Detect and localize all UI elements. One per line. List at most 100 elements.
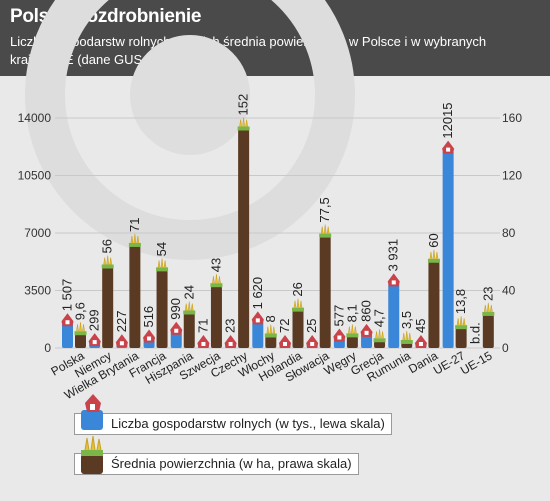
farmhouse-icon xyxy=(251,311,264,325)
data-label-area: 3,5 xyxy=(399,311,414,329)
field-icon xyxy=(402,330,412,341)
data-label-area: 152 xyxy=(236,94,251,116)
bar-area xyxy=(428,261,440,348)
farmhouse-icon xyxy=(170,321,183,335)
data-label-area: 71 xyxy=(127,217,142,231)
data-label-area: 60 xyxy=(426,233,441,247)
field-icon xyxy=(157,258,167,268)
data-label-area: 4,7 xyxy=(372,309,387,327)
field-icon xyxy=(375,329,384,339)
data-label-farms: 1 507 xyxy=(60,279,75,312)
field-icon xyxy=(266,324,276,334)
data-label-farms: 577 xyxy=(331,305,346,327)
legend-item-farms: Liczba gospodarstw rolnych (w tys., lewa… xyxy=(74,394,392,435)
left-axis-tick: 0 xyxy=(44,341,51,355)
bar-farms xyxy=(252,321,264,348)
data-label-farms: 990 xyxy=(168,298,183,320)
legend-label-farms: Liczba gospodarstw rolnych (w tys., lewa… xyxy=(111,416,385,431)
bar-area xyxy=(75,334,86,348)
field-icon xyxy=(184,301,194,311)
data-label-area: 54 xyxy=(154,242,169,256)
data-label-farms: 860 xyxy=(359,300,374,322)
field-grass xyxy=(101,264,114,269)
field-icon xyxy=(103,255,112,265)
left-axis-tick: 14000 xyxy=(18,111,52,125)
data-label-area: 24 xyxy=(181,285,196,299)
data-label-farms: 299 xyxy=(87,309,102,331)
field-grass xyxy=(210,283,223,288)
bar-area xyxy=(156,270,168,348)
gridlines xyxy=(55,117,500,349)
field-grass xyxy=(128,242,141,247)
farmhouse-window xyxy=(92,340,97,345)
data-label-farms: 23 xyxy=(223,319,238,333)
bar-area xyxy=(292,310,304,348)
background-watermark xyxy=(25,0,355,260)
farmhouse-icon xyxy=(333,328,346,342)
bar-area xyxy=(319,236,331,348)
farmhouse-window xyxy=(337,335,342,340)
farmhouse-window xyxy=(201,342,206,346)
data-label-farms: 1 620 xyxy=(250,277,265,310)
farmhouse-icon xyxy=(88,333,101,347)
right-axis-tick: 80 xyxy=(502,226,516,240)
farmhouse-window xyxy=(446,147,451,152)
farmhouse-window xyxy=(65,320,70,325)
data-label-area: 8,1 xyxy=(344,304,359,322)
field-grass xyxy=(455,325,468,330)
field-grass xyxy=(346,333,359,338)
field-grass xyxy=(400,339,413,344)
farmhouse-icon xyxy=(224,335,237,348)
bar-area xyxy=(238,129,250,348)
right-axis-tick: 0 xyxy=(502,341,509,355)
data-label-farms: 25 xyxy=(304,319,319,333)
data-label-farms: 3 931 xyxy=(386,239,401,272)
data-label-farms: 516 xyxy=(141,306,156,328)
field-icon xyxy=(320,224,330,234)
farmhouse-window xyxy=(147,336,152,341)
data-label-area: 23 xyxy=(480,286,495,300)
right-axis-tick: 40 xyxy=(502,284,516,298)
bar-farms xyxy=(62,323,73,348)
farmhouse-window xyxy=(255,318,260,323)
field-grass xyxy=(237,126,250,131)
field-grass xyxy=(373,338,386,343)
farmhouse-icon xyxy=(414,335,427,348)
field-grass xyxy=(482,311,495,316)
farmhouse-icon xyxy=(143,329,156,343)
bar-area xyxy=(401,342,413,348)
right-axis: 0 40 80 120 160 xyxy=(502,111,522,355)
legend-label-area: Średnia powierzchnia (w ha, prawa skala) xyxy=(111,456,352,471)
bar-area xyxy=(455,328,467,348)
header-bar: Polskie rozdrobnienie Liczba gospodarstw… xyxy=(0,0,550,76)
farmhouse-icon xyxy=(81,394,103,430)
data-label-area: 9,6 xyxy=(73,302,88,320)
bars xyxy=(61,117,495,348)
data-label-farms: 45 xyxy=(413,319,428,333)
category-label: UE-15 xyxy=(458,348,495,377)
field-icon xyxy=(76,322,85,332)
bar-farms xyxy=(170,331,182,348)
farmhouse-window xyxy=(391,280,396,285)
bar-area xyxy=(102,267,114,348)
data-label-farms: 227 xyxy=(114,311,129,333)
farmhouse-window xyxy=(310,342,315,346)
farmhouse-icon xyxy=(360,323,373,337)
field-icon xyxy=(348,324,357,334)
farmhouse-window xyxy=(119,341,124,346)
field-grass xyxy=(74,331,87,336)
bar-area xyxy=(346,336,358,348)
bar-area xyxy=(374,341,386,348)
farmhouse-window xyxy=(283,342,287,346)
left-axis-tick: 10500 xyxy=(18,169,52,183)
left-axis-tick: 3500 xyxy=(24,284,51,298)
data-label-no-data: b.d. xyxy=(467,322,482,344)
data-label-area: 56 xyxy=(100,239,115,253)
data-label-area: 43 xyxy=(208,258,223,272)
bar-farms xyxy=(442,150,454,348)
field-icon xyxy=(212,274,221,284)
field-icon xyxy=(293,298,303,308)
